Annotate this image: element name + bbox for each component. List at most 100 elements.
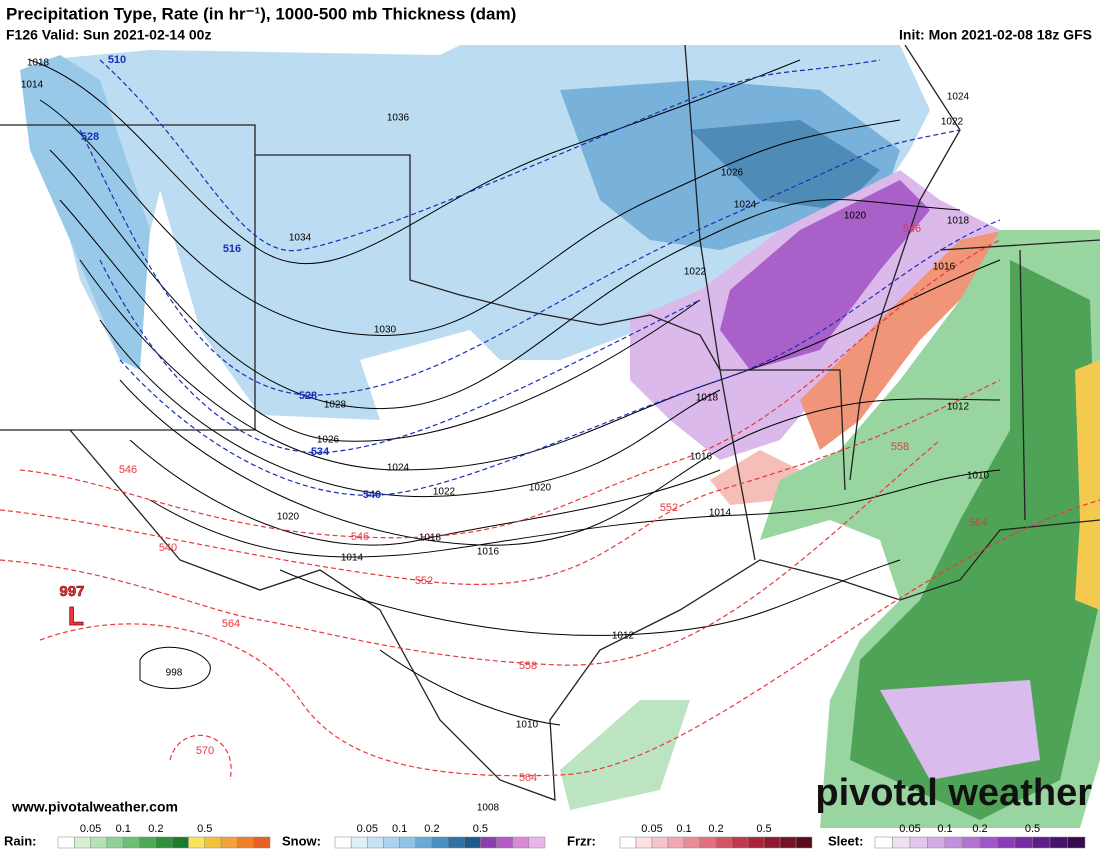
snow-moderate bbox=[20, 55, 150, 370]
legend-swatch bbox=[122, 836, 140, 849]
legend-swatch bbox=[237, 836, 254, 849]
isobar-label: 1030 bbox=[374, 325, 397, 336]
legend-name: Frzr: bbox=[567, 833, 596, 848]
legend-swatch bbox=[480, 836, 497, 849]
legend-tick: 0.5 bbox=[756, 823, 771, 835]
legend-swatch bbox=[795, 836, 813, 849]
isobar-label: 1022 bbox=[684, 267, 707, 278]
isobar-label: 1024 bbox=[387, 463, 410, 474]
map: 1018 1014 1036 1034 1030 1028 1026 1024 … bbox=[0, 44, 1100, 828]
legend-swatch bbox=[1032, 836, 1051, 849]
snow-heavy bbox=[690, 120, 880, 210]
legend-swatch bbox=[747, 836, 765, 849]
isobar-label: 1036 bbox=[387, 113, 410, 124]
legend-tick: 0.5 bbox=[473, 823, 488, 835]
legend-tick: 0.1 bbox=[937, 823, 952, 835]
legend-swatch bbox=[699, 836, 717, 849]
legend-swatch bbox=[74, 836, 91, 849]
legend-swatch bbox=[528, 836, 546, 849]
legend-swatch bbox=[204, 836, 222, 849]
thickness-label: 558 bbox=[519, 660, 537, 672]
legend-swatch bbox=[779, 836, 797, 849]
thickness-warm bbox=[169, 734, 232, 781]
legend-swatch bbox=[667, 836, 685, 849]
isobar-label: 1020 bbox=[529, 483, 552, 494]
thickness-warm bbox=[19, 239, 1001, 539]
legend-swatch bbox=[188, 836, 206, 849]
legend-tick: 0.1 bbox=[116, 823, 131, 835]
sleet-moderate bbox=[720, 180, 930, 370]
low-center: 997 L bbox=[59, 583, 85, 632]
legend-swatch bbox=[962, 836, 981, 849]
legend-tick: 0.5 bbox=[197, 823, 212, 835]
title: Precipitation Type, Rate (in hr⁻¹), 1000… bbox=[6, 4, 516, 23]
isobar-label: 1010 bbox=[967, 471, 990, 482]
isobar-label: 998 bbox=[166, 668, 183, 679]
thickness-label: 570 bbox=[196, 745, 214, 757]
thickness-warm bbox=[0, 439, 941, 666]
legend-swatch bbox=[253, 836, 271, 849]
logo: pivotal weather bbox=[815, 772, 1092, 814]
thickness-label: 528 bbox=[299, 390, 317, 402]
border bbox=[1019, 249, 1026, 521]
thickness-cold bbox=[119, 219, 1001, 496]
coast-border bbox=[69, 429, 1100, 801]
legend-tick: 0.1 bbox=[676, 823, 691, 835]
legend-tick: 0.1 bbox=[392, 823, 407, 835]
isobar bbox=[39, 99, 901, 336]
legend-tick: 0.05 bbox=[80, 823, 101, 835]
isobar-label: 1022 bbox=[433, 487, 456, 498]
thickness-cold bbox=[79, 129, 961, 396]
thickness-cold bbox=[99, 259, 701, 454]
init-time: Init: Mon 2021-02-08 18z GFS bbox=[899, 27, 1092, 43]
isobar-label: 1010 bbox=[516, 720, 539, 731]
legend-swatch bbox=[431, 836, 449, 849]
thickness-label: 552 bbox=[415, 575, 433, 587]
legend-swatch bbox=[997, 836, 1016, 849]
precip bbox=[20, 45, 1100, 828]
legend-swatch bbox=[171, 836, 189, 849]
legend-swatch bbox=[944, 836, 963, 849]
thickness-label: 540 bbox=[363, 489, 381, 501]
legend-name: Sleet: bbox=[828, 833, 863, 848]
legend-swatch bbox=[463, 836, 481, 849]
isobar-label: 1018 bbox=[947, 216, 970, 227]
isobar-label: 1020 bbox=[277, 512, 300, 523]
credit: www.pivotalweather.com bbox=[11, 799, 178, 815]
isobar-label: 1008 bbox=[477, 803, 500, 814]
thickness-lines bbox=[0, 59, 1100, 781]
legend-tick: 0.2 bbox=[972, 823, 987, 835]
isobar bbox=[99, 319, 721, 498]
header-bar bbox=[0, 0, 1100, 45]
thickness-label: 528 bbox=[81, 131, 99, 143]
isobar-label: 1018 bbox=[419, 533, 442, 544]
legend-swatch bbox=[106, 836, 124, 849]
isobar-label: 1014 bbox=[21, 80, 44, 91]
legend-swatch bbox=[619, 836, 637, 849]
legend: Rain: 0.05 0.1 0.2 0.5 Snow: 0.05 0.1 0.2 0.5 Frzr… bbox=[4, 823, 1086, 849]
isobar-label: 1026 bbox=[317, 435, 340, 446]
legend-swatch bbox=[90, 836, 108, 849]
isobar-label: 1020 bbox=[844, 211, 867, 222]
legend-swatch bbox=[651, 836, 669, 849]
legend-swatch bbox=[715, 836, 733, 849]
isobar bbox=[59, 199, 701, 442]
isobar bbox=[49, 149, 961, 410]
legend-tick: 0.05 bbox=[641, 823, 662, 835]
low-pressure: 997 bbox=[59, 583, 84, 600]
isobar-label: 1026 bbox=[721, 168, 744, 179]
isobar bbox=[139, 646, 211, 689]
thickness-label: 564 bbox=[519, 772, 537, 784]
isobar bbox=[29, 59, 801, 265]
thickness-label: 564 bbox=[969, 517, 987, 529]
legend-swatch bbox=[57, 836, 75, 849]
legend-tick: 0.2 bbox=[708, 823, 723, 835]
rain-heavy bbox=[1075, 360, 1100, 610]
sleet-light bbox=[880, 680, 1040, 780]
thickness-label: 552 bbox=[660, 502, 678, 514]
legend-swatch bbox=[512, 836, 530, 849]
isobar bbox=[119, 379, 1001, 546]
isobar-label: 1016 bbox=[933, 262, 956, 273]
isobar-label: 1018 bbox=[696, 393, 719, 404]
